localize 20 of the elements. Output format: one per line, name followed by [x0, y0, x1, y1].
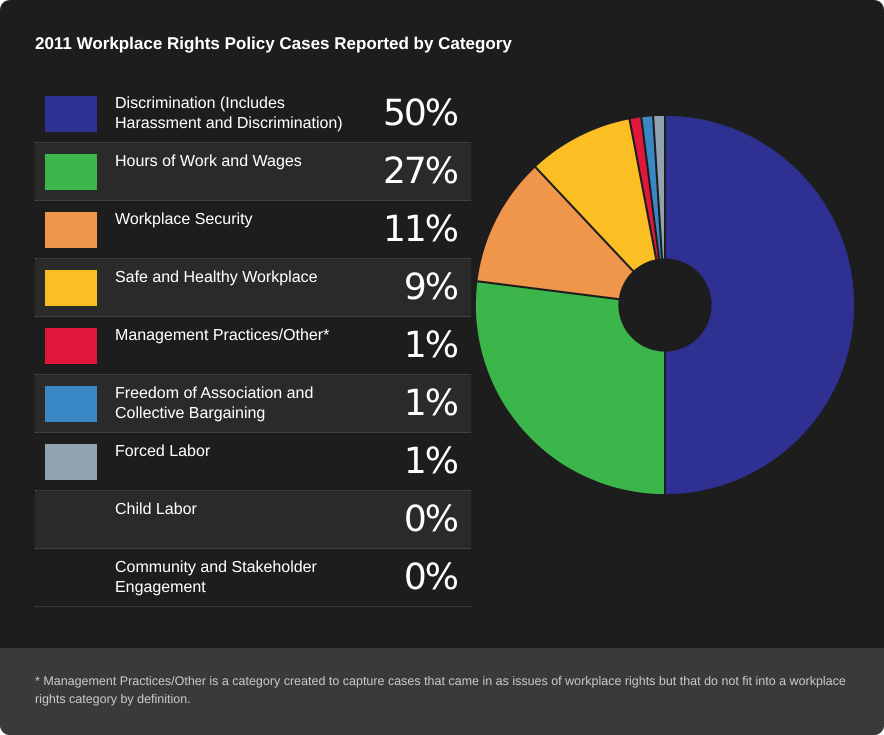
data-label: 27%: [382, 151, 458, 192]
legend-label: Workplace Security: [114, 210, 254, 230]
data-label: 11%: [382, 209, 458, 250]
legend-label: Forced Labor: [114, 442, 212, 462]
legend-label: Management Practices/Other*: [114, 326, 330, 346]
data-label: 1%: [402, 383, 458, 424]
chart-title: 2011 Workplace Rights Policy Cases Reported by Category: [35, 34, 512, 54]
legend-label: Hours of Work and Wages: [114, 152, 303, 172]
text: 0%: [404, 499, 457, 540]
category-label: Child Labor: [115, 501, 197, 518]
data-label: 9%: [402, 267, 458, 308]
legend-label: Discrimination (Includes Harassment and Discrimination): [114, 94, 344, 134]
data-label: 1%: [402, 325, 458, 366]
data-label: 1%: [402, 441, 458, 482]
text: 0%: [404, 557, 457, 598]
category-label: Community and Stakeholder Engagement: [115, 559, 317, 596]
legend-label: Safe and Healthy Workplace: [114, 268, 318, 288]
text: * Management Practices/Other is a category created to capture cases that came in as issues of workplace rights but that do not fit into a workplace rights category by definition.: [35, 673, 847, 708]
legend-label: Freedom of Association and Collective Bargaining: [114, 384, 314, 424]
data-label: 50%: [382, 93, 458, 134]
